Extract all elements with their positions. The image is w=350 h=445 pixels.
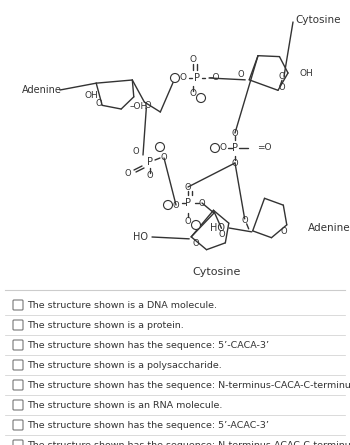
Text: Adenine: Adenine — [22, 85, 62, 95]
Circle shape — [170, 73, 180, 82]
Text: OH: OH — [300, 69, 314, 77]
Text: −: − — [173, 76, 177, 81]
FancyBboxPatch shape — [13, 320, 23, 330]
Text: HO: HO — [210, 223, 225, 233]
Text: The structure shown has the sequence: 5’-ACAC-3’: The structure shown has the sequence: 5’… — [27, 421, 269, 429]
Text: O: O — [238, 70, 245, 79]
Text: P: P — [185, 198, 191, 208]
Circle shape — [210, 143, 219, 153]
Text: O: O — [185, 182, 191, 191]
Text: −: − — [213, 146, 217, 150]
Text: The structure shown is a DNA molecule.: The structure shown is a DNA molecule. — [27, 300, 217, 310]
FancyBboxPatch shape — [13, 440, 23, 445]
Text: O: O — [218, 230, 225, 239]
Text: P: P — [194, 73, 200, 83]
Text: O: O — [189, 56, 196, 65]
Text: O: O — [193, 239, 199, 248]
Text: The structure shown is a polysaccharide.: The structure shown is a polysaccharide. — [27, 360, 222, 369]
FancyBboxPatch shape — [13, 360, 23, 370]
Text: The structure shown has the sequence: N-terminus-CACA-C-terminus: The structure shown has the sequence: N-… — [27, 380, 350, 389]
Text: O: O — [147, 171, 153, 181]
Text: –O: –O — [209, 73, 220, 82]
Text: O: O — [219, 143, 226, 153]
FancyBboxPatch shape — [13, 420, 23, 430]
Text: P: P — [232, 143, 238, 153]
Text: O: O — [281, 227, 287, 236]
Text: −: − — [166, 202, 170, 207]
Circle shape — [163, 201, 173, 210]
Text: HO: HO — [133, 232, 148, 242]
Text: Adenine: Adenine — [308, 223, 350, 233]
Text: O: O — [180, 73, 187, 82]
Text: The structure shown is a protein.: The structure shown is a protein. — [27, 320, 184, 329]
Text: O: O — [241, 216, 248, 225]
Text: −: − — [199, 96, 203, 101]
Text: O: O — [185, 217, 191, 226]
Text: O: O — [144, 101, 150, 110]
Text: O: O — [125, 170, 131, 178]
Text: Cytosine: Cytosine — [295, 15, 341, 25]
Text: –OH: –OH — [129, 101, 147, 110]
Text: Cytosine: Cytosine — [192, 267, 240, 277]
FancyBboxPatch shape — [13, 400, 23, 410]
FancyBboxPatch shape — [13, 380, 23, 390]
Text: OH: OH — [84, 91, 98, 100]
Text: −: − — [194, 222, 198, 227]
Circle shape — [155, 142, 164, 151]
Text: The structure shown has the sequence: N-terminus-ACAC-C-terminus: The structure shown has the sequence: N-… — [27, 441, 350, 445]
Text: O: O — [279, 82, 285, 92]
Text: O: O — [232, 129, 238, 138]
Text: O: O — [199, 198, 205, 207]
FancyBboxPatch shape — [13, 300, 23, 310]
Text: The structure shown is an RNA molecule.: The structure shown is an RNA molecule. — [27, 400, 222, 409]
Text: O: O — [96, 100, 102, 109]
Circle shape — [196, 93, 205, 102]
Text: O: O — [232, 158, 238, 167]
Text: =O: =O — [257, 143, 272, 153]
Text: −: − — [158, 145, 162, 150]
FancyBboxPatch shape — [13, 340, 23, 350]
Circle shape — [191, 221, 201, 230]
Text: O: O — [189, 89, 196, 98]
Text: P: P — [147, 157, 153, 167]
Text: O: O — [279, 72, 285, 81]
Text: O: O — [133, 147, 139, 157]
Text: O: O — [161, 153, 167, 162]
Text: The structure shown has the sequence: 5’-CACA-3’: The structure shown has the sequence: 5’… — [27, 340, 269, 349]
Text: O: O — [173, 201, 179, 210]
